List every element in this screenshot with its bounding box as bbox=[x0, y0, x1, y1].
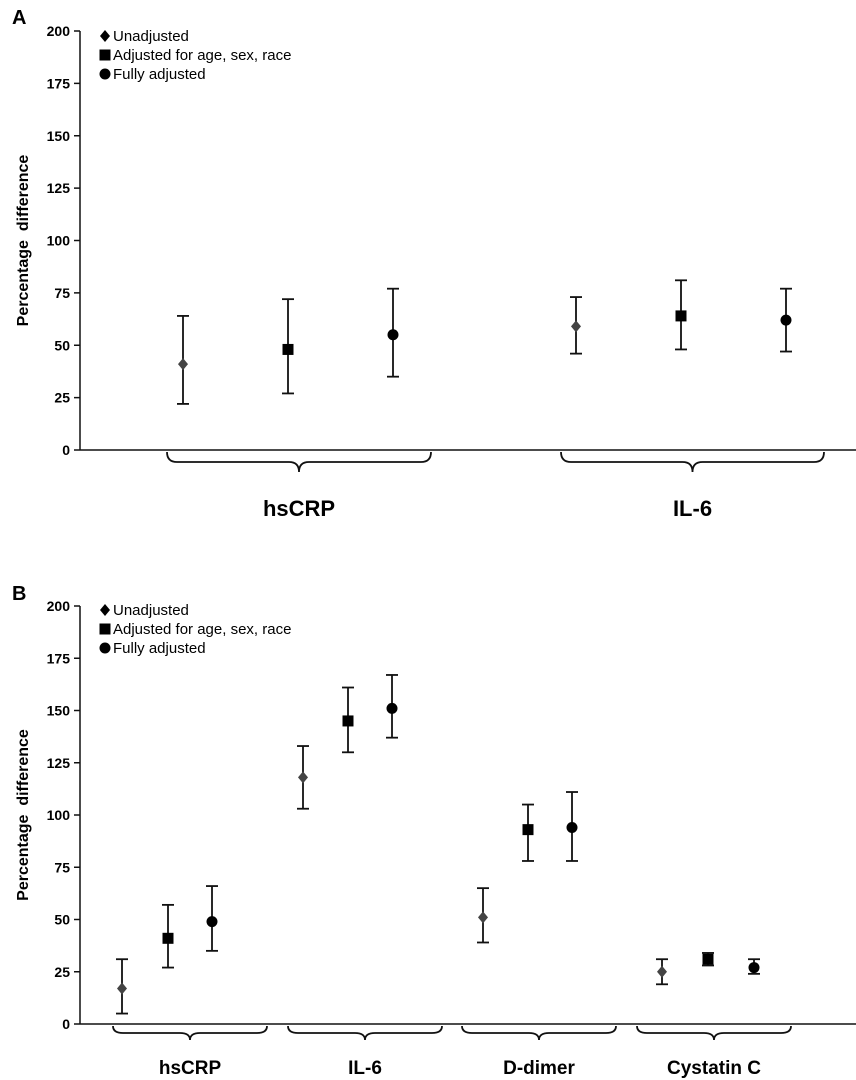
diamond-marker bbox=[117, 982, 127, 995]
diamond-marker bbox=[478, 911, 488, 924]
square-marker-icon bbox=[99, 49, 111, 61]
data-point bbox=[702, 952, 714, 967]
diamond-marker bbox=[178, 358, 188, 371]
square-marker bbox=[282, 343, 294, 355]
y-tick-label: 25 bbox=[54, 390, 70, 406]
data-point bbox=[177, 315, 189, 405]
diamond-marker bbox=[298, 771, 308, 784]
panel-label: B bbox=[12, 583, 26, 605]
data-point bbox=[297, 745, 309, 810]
circle-marker bbox=[566, 822, 578, 834]
group-label: IL-6 bbox=[348, 1058, 382, 1079]
y-tick-label: 50 bbox=[54, 912, 70, 928]
square-marker-icon bbox=[99, 623, 111, 635]
circle-marker bbox=[387, 329, 399, 341]
group-brace bbox=[461, 1025, 617, 1041]
group-brace bbox=[112, 1025, 268, 1041]
diamond-marker-icon bbox=[100, 604, 110, 616]
data-point bbox=[387, 287, 399, 378]
y-tick-label: 150 bbox=[47, 703, 71, 719]
legend-entry: Unadjusted bbox=[100, 28, 189, 45]
group-label: hsCRP bbox=[263, 496, 335, 521]
y-tick-label: 25 bbox=[54, 964, 70, 980]
square-marker bbox=[702, 953, 714, 965]
y-tick-label: 75 bbox=[54, 285, 70, 301]
y-tick-label: 175 bbox=[47, 650, 71, 666]
y-axis-label: Percentage difference bbox=[15, 155, 32, 327]
legend-label: Fully adjusted bbox=[113, 66, 206, 83]
data-point bbox=[116, 958, 128, 1015]
legend-label: Unadjusted bbox=[113, 28, 189, 45]
diamond-marker bbox=[657, 965, 667, 978]
y-tick-label: 100 bbox=[47, 807, 71, 823]
y-axis-label: Percentage difference bbox=[15, 729, 32, 901]
group-brace bbox=[287, 1025, 443, 1041]
panel-B: B 0 25 50 75 100 125 150 175 200 Percentage differ… bbox=[12, 583, 856, 1079]
square-marker bbox=[675, 310, 687, 322]
circle-marker-icon bbox=[99, 68, 111, 80]
data-point bbox=[162, 903, 174, 969]
y-tick-label: 100 bbox=[47, 233, 71, 249]
square-marker bbox=[522, 824, 534, 836]
legend-entry: Adjusted for age, sex, race bbox=[99, 47, 291, 64]
group-label: hsCRP bbox=[159, 1058, 222, 1079]
panel-A: A 0 25 50 75 100 125 150 175 200 Percentage differ… bbox=[12, 7, 856, 521]
group-label: Cystatin C bbox=[667, 1058, 761, 1079]
data-point bbox=[675, 279, 687, 351]
legend-entry: Adjusted for age, sex, race bbox=[99, 621, 291, 638]
legend-entry: Fully adjusted bbox=[99, 640, 206, 657]
data-point bbox=[206, 885, 218, 952]
square-marker bbox=[342, 715, 354, 727]
legend-label: Fully adjusted bbox=[113, 640, 206, 657]
y-tick-label: 150 bbox=[47, 128, 71, 144]
circle-marker bbox=[386, 702, 398, 714]
data-point bbox=[566, 791, 578, 862]
y-tick-label: 125 bbox=[47, 755, 71, 771]
panel-label: A bbox=[12, 7, 26, 29]
square-marker bbox=[162, 932, 174, 944]
y-tick-label: 0 bbox=[62, 1016, 70, 1032]
y-tick-label: 0 bbox=[62, 442, 70, 458]
y-tick-label: 125 bbox=[47, 180, 71, 196]
data-point bbox=[522, 803, 534, 862]
data-point bbox=[780, 287, 792, 353]
y-tick-label: 200 bbox=[47, 23, 71, 39]
legend-label: Unadjusted bbox=[113, 602, 189, 619]
diamond-marker bbox=[571, 320, 581, 333]
circle-marker bbox=[206, 916, 218, 928]
group-brace bbox=[166, 451, 432, 473]
circle-marker-icon bbox=[99, 642, 111, 654]
data-point bbox=[386, 674, 398, 739]
legend-entry: Unadjusted bbox=[100, 602, 189, 619]
circle-marker bbox=[780, 314, 792, 326]
group-brace bbox=[560, 451, 825, 473]
data-point bbox=[570, 296, 582, 355]
data-point bbox=[748, 958, 760, 975]
group-label: D-dimer bbox=[503, 1058, 575, 1079]
legend-entry: Fully adjusted bbox=[99, 66, 206, 83]
y-tick-label: 200 bbox=[47, 598, 71, 614]
data-point bbox=[282, 298, 294, 395]
legend-label: Adjusted for age, sex, race bbox=[113, 47, 291, 64]
y-tick-label: 75 bbox=[54, 859, 70, 875]
group-brace bbox=[636, 1025, 792, 1041]
circle-marker bbox=[748, 962, 760, 974]
diamond-marker-icon bbox=[100, 30, 110, 42]
y-tick-label: 175 bbox=[47, 75, 71, 91]
data-point bbox=[477, 887, 489, 944]
y-tick-label: 50 bbox=[54, 337, 70, 353]
legend-label: Adjusted for age, sex, race bbox=[113, 621, 291, 638]
data-point bbox=[342, 686, 354, 754]
group-label: IL-6 bbox=[673, 496, 712, 521]
data-point bbox=[656, 958, 668, 986]
